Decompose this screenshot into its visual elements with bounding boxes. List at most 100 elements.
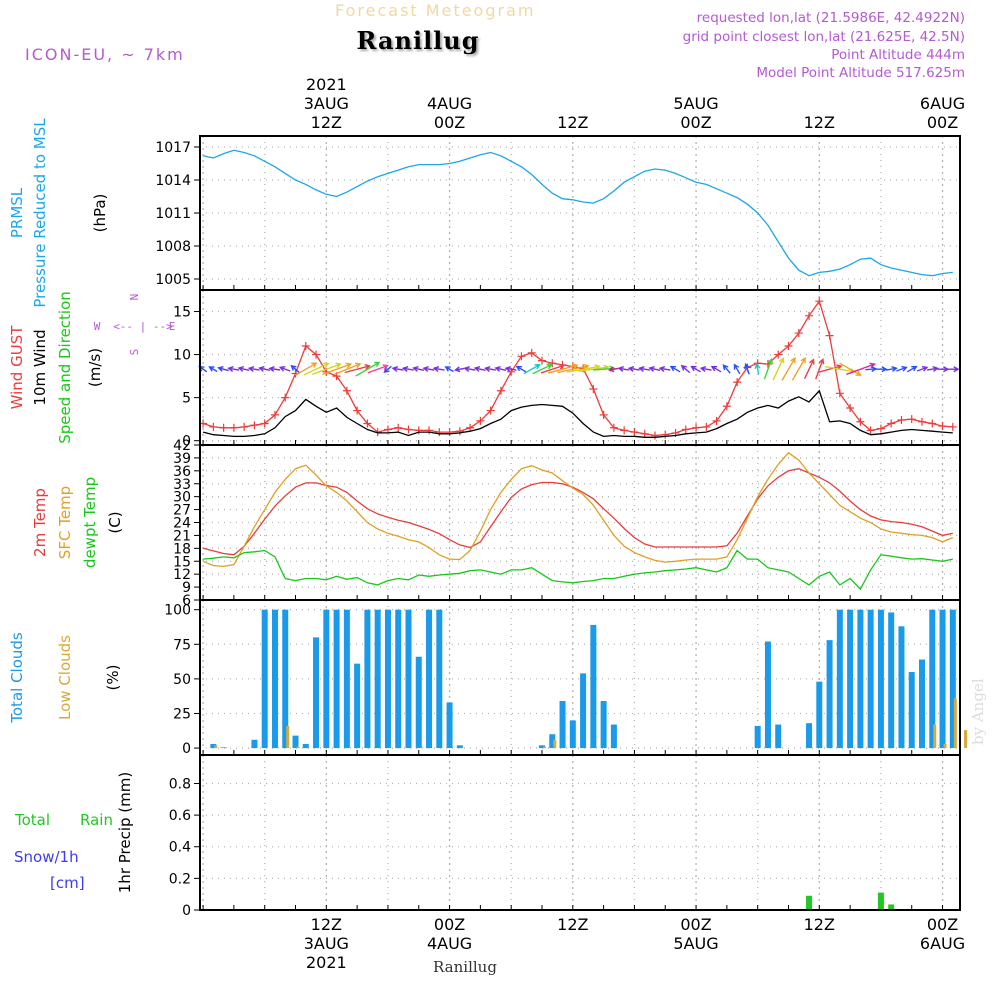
total-cloud-bar bbox=[600, 701, 607, 749]
gust-marker bbox=[835, 389, 844, 398]
time-axis-label: 12Z bbox=[804, 113, 835, 132]
wind-direction-arrow bbox=[781, 356, 796, 381]
time-axis-label: 12Z bbox=[311, 915, 342, 934]
gust-marker bbox=[599, 410, 608, 419]
time-axis-label: 2021 bbox=[306, 953, 347, 972]
gust-marker bbox=[301, 341, 310, 350]
panel-label: Snow/1h bbox=[14, 848, 79, 866]
compass-text: N bbox=[128, 294, 141, 301]
time-axis-label: 3AUG bbox=[304, 94, 349, 113]
wind-direction-arrow bbox=[311, 362, 342, 376]
gust-marker bbox=[394, 423, 403, 432]
panel-label: (hPa) bbox=[91, 194, 109, 233]
wind-direction-arrow bbox=[217, 366, 229, 372]
rain-bar bbox=[806, 895, 813, 910]
gust-marker bbox=[445, 428, 454, 437]
gust-marker bbox=[240, 422, 249, 431]
y-tick-label: 1005 bbox=[155, 272, 191, 288]
panel-label: dewpt Temp bbox=[81, 477, 99, 568]
gust-marker bbox=[466, 423, 475, 432]
panel-label: Speed and Direction bbox=[56, 291, 74, 444]
wind-direction-arrow bbox=[608, 366, 619, 373]
total-cloud-bar bbox=[251, 739, 258, 749]
model-label: ICON-EU, ~ 7km bbox=[25, 45, 185, 64]
y-tick-label: 0 bbox=[182, 903, 191, 919]
wind-direction-arrow bbox=[540, 363, 566, 374]
y-tick-label: 1011 bbox=[155, 206, 191, 222]
gust-marker bbox=[661, 430, 670, 439]
wind-direction-arrow bbox=[227, 366, 240, 372]
10m-wind-line bbox=[202, 389, 953, 438]
wind-direction-arrow bbox=[247, 366, 260, 372]
low-cloud-bar bbox=[964, 730, 968, 749]
time-axis-label: 5AUG bbox=[673, 934, 718, 953]
y-tick-label: 15 bbox=[173, 305, 191, 321]
total-cloud-bar bbox=[764, 641, 771, 749]
gust-marker bbox=[876, 424, 885, 433]
y-tick-label: 75 bbox=[173, 637, 191, 653]
wind-direction-arrow bbox=[444, 366, 454, 373]
panel-label: 10m Wind bbox=[31, 329, 49, 405]
footer-location: Ranillug bbox=[433, 958, 497, 976]
panel-frame bbox=[199, 754, 961, 911]
panel-label: [cm] bbox=[50, 874, 85, 892]
wind-direction-arrow bbox=[422, 366, 435, 372]
wind-direction-arrow bbox=[754, 362, 761, 375]
gust-marker bbox=[650, 431, 659, 440]
y-tick-label: 15 bbox=[173, 554, 191, 570]
total-cloud-bar bbox=[210, 743, 217, 749]
wind-direction-arrow bbox=[815, 358, 825, 380]
panel-label: 1hr Precip (mm) bbox=[116, 772, 134, 893]
total-cloud-bar bbox=[806, 723, 813, 749]
total-cloud-bar bbox=[426, 609, 433, 749]
gust-marker bbox=[907, 415, 916, 424]
total-cloud-bar bbox=[939, 609, 946, 749]
gust-marker bbox=[681, 425, 690, 434]
total-cloud-bar bbox=[590, 624, 597, 749]
wind-direction-arrow bbox=[803, 358, 815, 379]
gust-marker bbox=[312, 350, 321, 359]
wind-direction-arrow bbox=[463, 366, 476, 372]
time-axis-label: 12Z bbox=[804, 915, 835, 934]
time-axis-label: 6AUG bbox=[920, 934, 965, 953]
wind-direction-arrow bbox=[303, 362, 330, 376]
total-cloud-bar bbox=[847, 609, 854, 749]
rain-bar bbox=[888, 904, 895, 910]
gust-marker bbox=[209, 422, 218, 431]
y-tick-label: 9 bbox=[182, 580, 191, 596]
time-axis-label: 00Z bbox=[927, 113, 958, 132]
gust-marker bbox=[219, 423, 228, 432]
wind-direction-arrow bbox=[744, 362, 750, 375]
gust-marker bbox=[784, 341, 793, 350]
panel-label: Pressure Reduced to MSL bbox=[31, 118, 49, 308]
wind-direction-arrow bbox=[322, 362, 353, 376]
total-cloud-bar bbox=[775, 724, 782, 749]
total-cloud-bar bbox=[816, 681, 823, 749]
total-cloud-bar bbox=[364, 609, 371, 749]
y-tick-label: 1017 bbox=[155, 140, 191, 156]
panel-pressure: 1005 1008 1011 1014 1017 PRMSL Pressure Reduce… bbox=[8, 118, 961, 308]
gust-marker bbox=[363, 419, 372, 428]
y-tick-label: 1014 bbox=[155, 173, 191, 189]
gust-marker bbox=[805, 311, 814, 320]
gust-marker bbox=[856, 417, 865, 426]
gust-marker bbox=[383, 425, 392, 434]
total-cloud-bar bbox=[549, 734, 556, 749]
total-cloud-bar bbox=[580, 673, 587, 749]
time-axis-label: 00Z bbox=[927, 915, 958, 934]
wind-direction-arrow bbox=[484, 366, 496, 372]
time-axis-label: 00Z bbox=[680, 113, 711, 132]
panel-label: Rain bbox=[80, 811, 113, 829]
gust-marker bbox=[496, 386, 505, 395]
gust-marker bbox=[527, 348, 536, 357]
time-axis-label: 12Z bbox=[557, 915, 588, 934]
wind-direction-arrow bbox=[523, 363, 541, 375]
total-cloud-bar bbox=[446, 702, 453, 749]
gust-marker bbox=[353, 406, 362, 415]
wind-direction-arrow bbox=[690, 365, 701, 373]
model-point-altitude: Model Point Altitude 517.625m bbox=[756, 65, 965, 81]
gust-marker bbox=[722, 402, 731, 411]
panel-label: Wind GUST bbox=[8, 325, 26, 410]
wind-direction-arrow bbox=[699, 366, 712, 372]
